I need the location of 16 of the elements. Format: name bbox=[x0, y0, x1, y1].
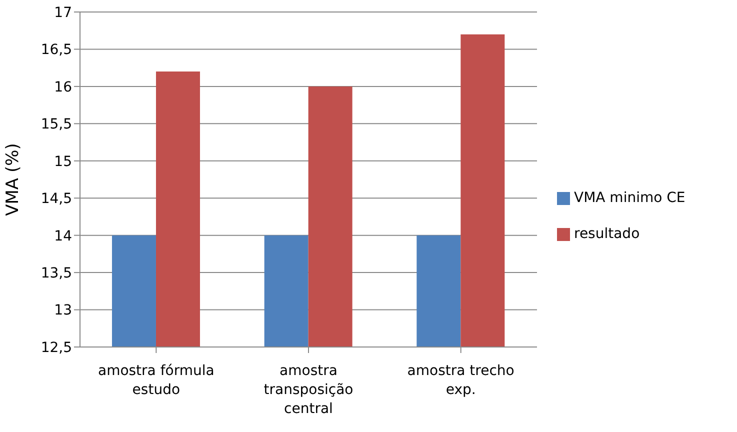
x-tick-label: amostra trecho exp. bbox=[407, 363, 514, 398]
legend-label: VMA minimo CE bbox=[574, 190, 686, 206]
y-tick-label: 14 bbox=[54, 228, 72, 244]
y-tick-label: 14,5 bbox=[40, 191, 72, 208]
y-axis-title: VMA (%) bbox=[3, 143, 24, 216]
y-tick-label: 17 bbox=[54, 4, 72, 21]
x-tick-label: amostra transposição central bbox=[264, 363, 354, 417]
y-tick-label: 12,5 bbox=[40, 340, 72, 356]
y-tick-label: 13,5 bbox=[40, 266, 72, 282]
y-tick-label: 16,5 bbox=[40, 42, 72, 58]
y-tick-label: 13 bbox=[54, 302, 72, 319]
legend-label: resultado bbox=[574, 226, 640, 242]
x-tick-label: amostra fórmula estudo bbox=[98, 363, 214, 398]
y-tick-label: 16 bbox=[54, 79, 72, 96]
y-tick-label: 15,5 bbox=[40, 116, 72, 133]
y-tick-label: 15 bbox=[54, 154, 72, 170]
